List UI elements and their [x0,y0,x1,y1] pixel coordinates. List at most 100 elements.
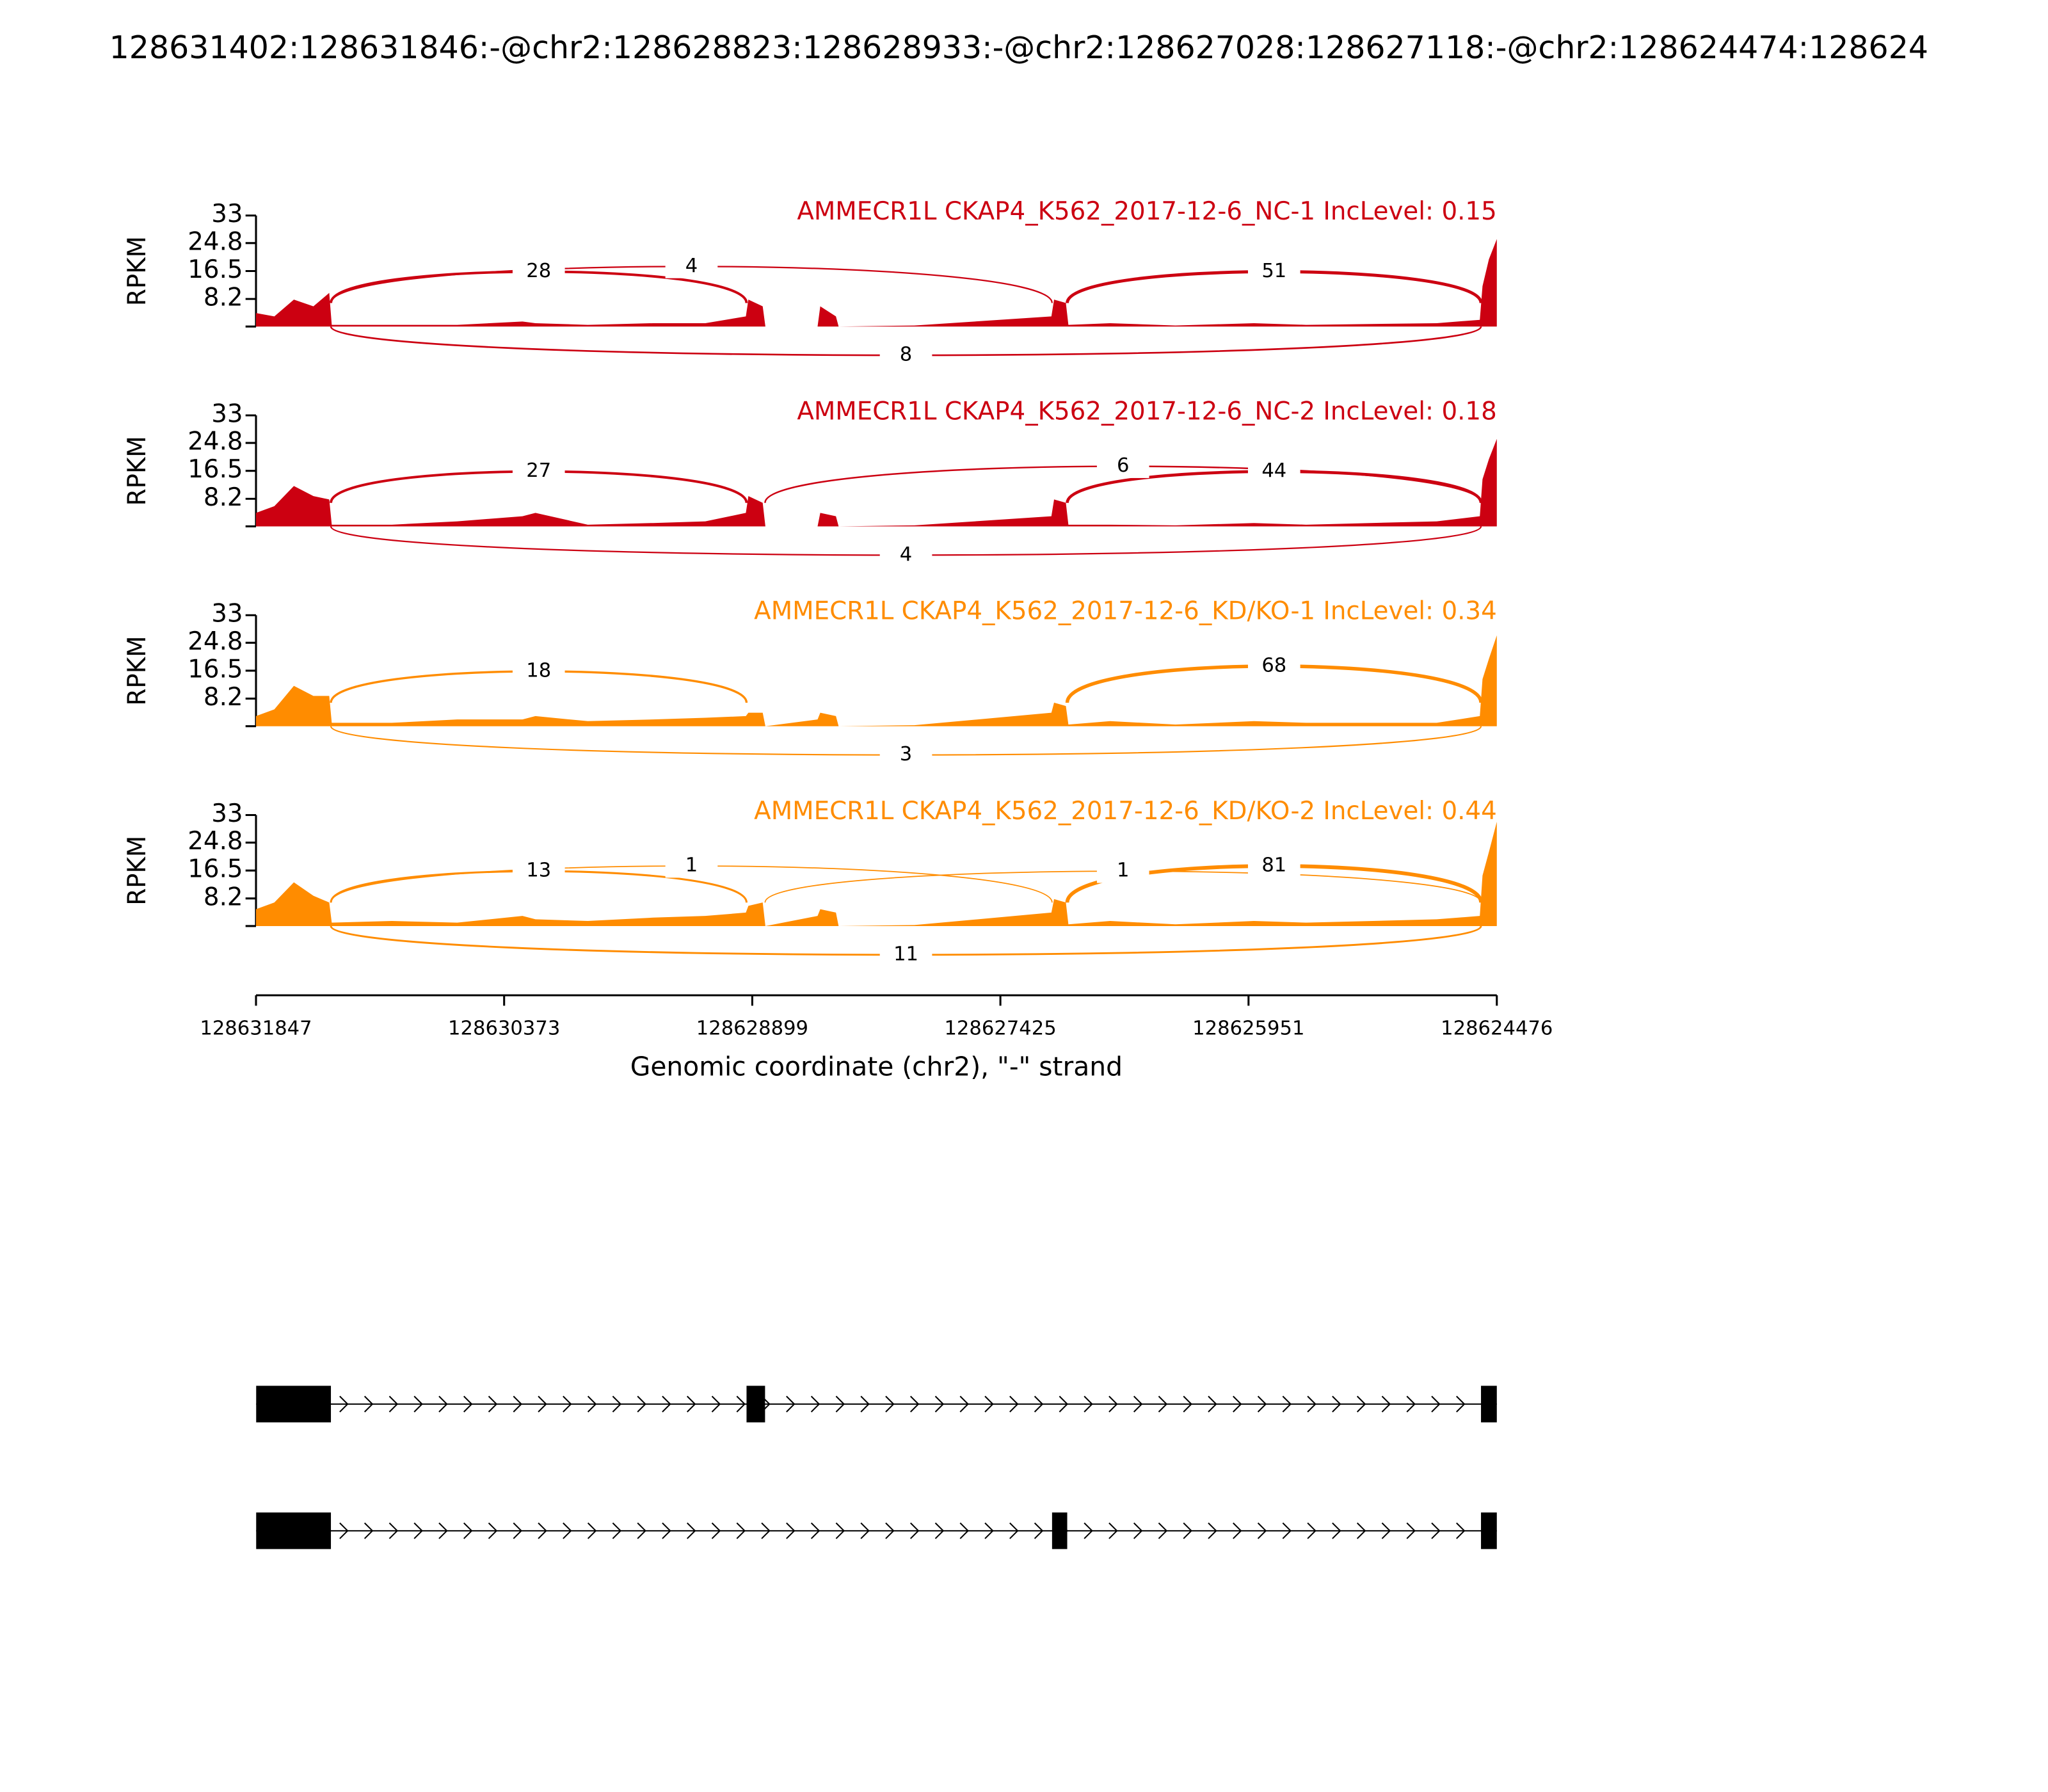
strand-arrow [1356,1522,1366,1539]
strand-arrow [587,1522,597,1539]
strand-arrow [885,1522,895,1539]
strand-arrow [1034,1395,1044,1412]
strand-arrow [463,1522,473,1539]
y-tick-label: 8.2 [204,483,243,512]
strand-arrow [1381,1395,1391,1412]
strand-arrow [538,1395,547,1412]
junction-label-bg [512,260,565,284]
strand-arrow [413,1395,423,1412]
junction-label-bg [1247,260,1300,284]
junction-label-bg [1247,654,1300,678]
junction-label-bg [879,943,932,967]
strand-arrow [1307,1522,1316,1539]
strand-arrow [860,1522,870,1539]
strand-arrow [339,1395,349,1412]
junction-label-bg [665,854,718,878]
strand-arrow [810,1522,820,1539]
junction-count: 44 [1261,460,1286,482]
strand-arrow [1456,1522,1466,1539]
strand-arrow [1158,1522,1168,1539]
coverage-area [256,239,1497,327]
x-axis-label: Genomic coordinate (chr2), "-" strand [630,1051,1123,1082]
strand-arrow [736,1395,746,1412]
strand-arrow [909,1522,920,1539]
strand-arrow [587,1395,597,1412]
exon [1481,1386,1497,1423]
strand-arrow [364,1522,374,1539]
strand-arrow [885,1395,895,1412]
junction-label-bg [1247,854,1300,878]
strand-arrow [1208,1395,1217,1412]
strand-arrow [1282,1522,1292,1539]
strand-arrow [413,1522,423,1539]
strand-arrow [1431,1522,1441,1539]
panel-title: AMMECR1L CKAP4_K562_2017-12-6_KD/KO-2 In… [754,797,1497,826]
x-tick-label: 128630373 [448,1018,560,1040]
x-tick-label: 128624476 [1441,1018,1553,1040]
strand-arrow [1307,1395,1316,1412]
strand-arrow [1084,1522,1093,1539]
strand-arrow [1034,1522,1044,1539]
junction-count: 11 [893,943,918,965]
exon [256,1512,332,1549]
y-tick-label: 16.5 [188,455,243,484]
strand-arrow [612,1395,622,1412]
strand-arrow [959,1522,969,1539]
junction-count: 51 [1261,260,1286,282]
junction-count: 27 [526,460,551,482]
strand-arrow [438,1522,448,1539]
exon [1481,1512,1497,1549]
junction-count: 13 [526,860,551,882]
junction-label-bg [1096,859,1149,883]
exon [1052,1512,1068,1549]
panel-title: AMMECR1L CKAP4_K562_2017-12-6_KD/KO-1 In… [754,597,1497,626]
strand-arrow [736,1522,746,1539]
strand-arrow [388,1395,399,1412]
y-axis-label: RPKM [123,836,152,906]
strand-arrow [711,1522,721,1539]
strand-arrow [1158,1395,1168,1412]
y-tick-label: 16.5 [188,255,243,284]
strand-arrow [1108,1522,1118,1539]
strand-arrow [1133,1395,1143,1412]
strand-arrow [1183,1522,1192,1539]
strand-arrow [488,1395,498,1412]
strand-arrow [1257,1395,1267,1412]
y-tick-label: 16.5 [188,855,243,884]
junction-count: 1 [1117,860,1129,882]
figure-title: 128631402:128631846:-@chr2:128628823:128… [109,29,1928,66]
y-tick-label: 24.8 [188,627,243,656]
strand-arrow [835,1522,845,1539]
junction-label-bg [879,743,932,767]
junction-count: 1 [685,854,698,877]
y-axis-label: RPKM [123,236,152,306]
strand-arrow [687,1522,696,1539]
strand-arrow [909,1395,920,1412]
strand-arrow [1381,1522,1391,1539]
junction-count: 68 [1261,654,1286,676]
y-axis-label: RPKM [123,436,152,506]
strand-arrow [1009,1522,1019,1539]
strand-arrow [761,1522,771,1539]
junction-count: 3 [900,743,912,765]
strand-arrow [959,1395,969,1412]
strand-arrow [1332,1395,1341,1412]
junction-label-bg [879,343,932,367]
strand-arrow [637,1522,646,1539]
strand-arrow [1257,1522,1267,1539]
strand-arrow [1406,1522,1416,1539]
strand-arrow [1406,1395,1416,1412]
coverage-area [256,438,1497,527]
strand-arrow [810,1395,820,1412]
y-tick-label: 24.8 [188,227,243,256]
junction-count: 28 [526,260,551,282]
strand-arrow [438,1395,448,1412]
strand-arrow [786,1522,796,1539]
strand-arrow [513,1395,522,1412]
strand-arrow [1059,1395,1069,1412]
strand-arrow [1009,1395,1019,1412]
strand-arrow [934,1522,945,1539]
coverage-area [256,635,1497,726]
junction-count: 4 [685,255,698,277]
